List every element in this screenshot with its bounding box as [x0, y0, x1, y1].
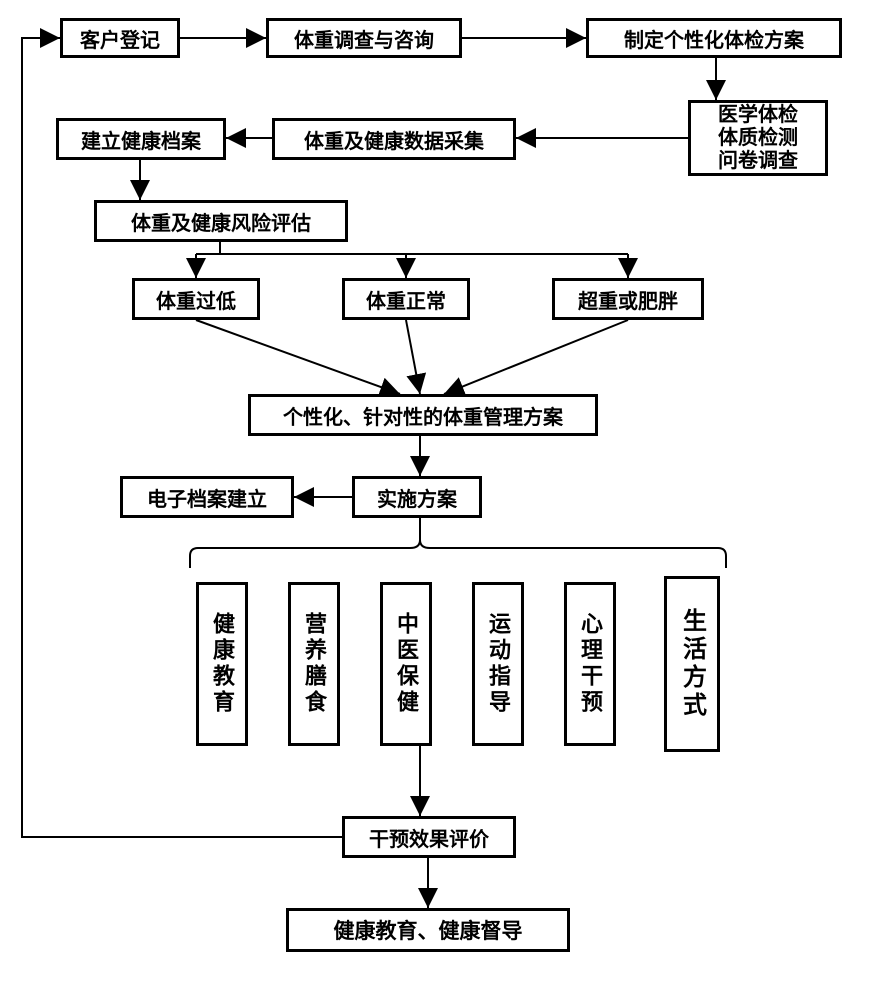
node-management-plan: 个性化、针对性的体重管理方案	[248, 394, 598, 436]
node-medical-exam: 医学体检 体质检测 问卷调查	[688, 100, 828, 176]
node-tcm: 中医保健	[380, 582, 432, 746]
node-data-collection: 体重及健康数据采集	[272, 118, 516, 160]
node-personalized-plan: 制定个性化体检方案	[586, 18, 842, 58]
node-implementation: 实施方案	[352, 476, 482, 518]
node-exercise: 运动指导	[472, 582, 524, 746]
node-evaluation: 干预效果评价	[342, 816, 516, 858]
node-risk-assessment: 体重及健康风险评估	[94, 200, 348, 242]
node-overweight: 超重或肥胖	[552, 278, 704, 320]
node-education-supervision: 健康教育、健康督导	[286, 908, 570, 952]
node-psychology: 心理干预	[564, 582, 616, 746]
node-customer-registration: 客户登记	[60, 18, 180, 58]
node-nutrition: 营养膳食	[288, 582, 340, 746]
node-e-record: 电子档案建立	[120, 476, 294, 518]
node-normal-weight: 体重正常	[342, 278, 470, 320]
node-lifestyle: 生活方式	[664, 576, 720, 752]
node-health-education: 健康教育	[196, 582, 248, 746]
node-underweight: 体重过低	[132, 278, 260, 320]
node-health-profile: 建立健康档案	[56, 118, 226, 160]
node-weight-survey: 体重调查与咨询	[266, 18, 462, 58]
